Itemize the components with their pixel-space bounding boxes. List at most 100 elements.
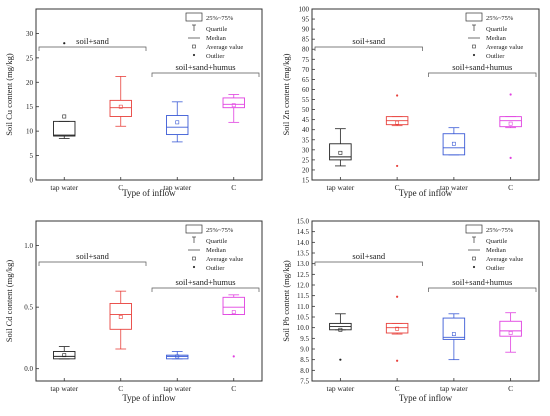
legend-outlier-label: Outlier xyxy=(206,265,225,272)
legend-box-swatch xyxy=(465,224,483,234)
x-tick-label: C xyxy=(508,384,513,393)
legend-quartile-label: Quartile xyxy=(206,26,227,33)
y-tick-label: 25 xyxy=(26,54,34,62)
legend-average-label: Average value xyxy=(486,44,523,51)
y-tick-label: 12.5 xyxy=(297,271,310,279)
cd-chart: 0.0 0.5 1.0 Soil Cd content (mg/kg) tap wate… xyxy=(4,220,263,403)
box-iqr xyxy=(499,320,522,337)
outlier-point xyxy=(396,359,399,362)
zn-chart: 15 20 25 30 35 40 45 50 55 60 65 70 75 80 85 90 95 100 Soi… xyxy=(281,6,540,198)
mean-marker xyxy=(175,120,180,125)
box-iqr xyxy=(166,354,189,360)
x-tick-label: C xyxy=(118,384,123,393)
y-tick-label: 0 xyxy=(30,177,34,185)
legend-median-label: Median xyxy=(486,35,507,42)
y-tick-label: 20 xyxy=(26,79,34,87)
mean-marker xyxy=(338,150,343,155)
box-iqr xyxy=(166,115,189,136)
group-label: soil+sand xyxy=(352,251,385,261)
y-tick-label: 35 xyxy=(302,136,310,144)
group-label: soil+sand+humus xyxy=(452,62,512,72)
group-bracket xyxy=(38,261,147,266)
y-tick-label: 25 xyxy=(302,156,310,164)
x-tick-label: C xyxy=(395,183,400,192)
legend-box-label: 25%~75% xyxy=(206,227,234,234)
outlier-point xyxy=(509,93,512,96)
plot-frame xyxy=(35,220,263,382)
mean-marker xyxy=(231,310,236,314)
x-axis-label: Type of inflow xyxy=(122,188,176,198)
cu-chart: 0 5 10 15 20 25 30 Soil Cu content (mg/kg) tap w… xyxy=(4,8,263,198)
y-tick-label: 7.5 xyxy=(300,378,309,386)
y-tick-label: 90 xyxy=(302,26,310,34)
y-tick-label: 12.0 xyxy=(297,282,310,290)
group-bracket xyxy=(314,261,423,266)
legend-box-swatch xyxy=(465,12,483,22)
y-tick-label: 70 xyxy=(302,66,310,74)
group-label: soil+sand+humus xyxy=(175,277,235,287)
box-iqr xyxy=(53,351,76,360)
x-axis-label: Type of inflow xyxy=(399,393,453,403)
legend-outlier-swatch xyxy=(192,265,196,269)
x-tick-label: C xyxy=(231,183,236,192)
legend-box-label: 25%~75% xyxy=(206,15,234,22)
mean-marker xyxy=(231,103,236,108)
plot-frame xyxy=(35,8,263,181)
y-tick-label: 15.0 xyxy=(297,218,310,226)
y-tick-label: 15 xyxy=(26,103,34,111)
legend-outlier-label: Outlier xyxy=(486,265,505,272)
group-label: soil+sand xyxy=(76,251,109,261)
y-tick-label: 95 xyxy=(302,16,310,24)
legend-quartile-label: Quartile xyxy=(486,238,507,245)
box-iqr xyxy=(109,303,132,330)
chart-legend: 25%~75% Quartile Median Average value Outlie… xyxy=(185,12,243,60)
mean-marker xyxy=(451,332,456,336)
box-iqr xyxy=(222,97,245,109)
y-tick-label: 20 xyxy=(302,166,310,174)
y-axis-label: Soil Pb content (mg/kg) xyxy=(281,260,291,342)
mean-marker xyxy=(175,354,180,359)
group-bracket xyxy=(151,287,260,292)
box-iqr xyxy=(109,99,132,117)
y-tick-label: 8.5 xyxy=(300,356,309,364)
legend-outlier-swatch xyxy=(472,53,476,57)
mean-marker xyxy=(451,141,456,146)
mean-marker xyxy=(395,120,400,125)
y-tick-label: 14.0 xyxy=(297,239,310,247)
y-tick-label: 100 xyxy=(299,6,310,14)
legend-median-label: Median xyxy=(206,247,227,254)
group-bracket xyxy=(151,72,260,77)
y-tick-label: 10 xyxy=(26,128,34,136)
plot-frame xyxy=(311,8,540,181)
outlier-point xyxy=(509,156,512,159)
y-tick-label: 9.0 xyxy=(300,346,309,354)
legend-outlier-swatch xyxy=(472,265,476,269)
box-iqr xyxy=(442,317,466,340)
mean-marker xyxy=(508,331,513,335)
x-tick-label: tap water xyxy=(50,183,78,192)
mean-marker xyxy=(395,326,400,331)
legend-average-swatch xyxy=(192,256,196,261)
x-tick-label: tap water xyxy=(163,384,191,393)
y-tick-label: 1.0 xyxy=(24,242,33,250)
x-axis-label: Type of inflow xyxy=(399,188,453,198)
outlier-point xyxy=(396,94,399,97)
y-tick-label: 13.5 xyxy=(297,250,310,258)
x-tick-label: tap water xyxy=(327,183,355,192)
group-label: soil+sand xyxy=(76,36,109,46)
y-tick-label: 30 xyxy=(302,146,310,154)
legend-quartile-label: Quartile xyxy=(486,26,507,33)
y-tick-label: 65 xyxy=(302,76,310,84)
legend-median-label: Median xyxy=(206,35,227,42)
y-tick-label: 5 xyxy=(30,152,34,160)
plot-frame xyxy=(311,220,540,382)
group-bracket xyxy=(314,46,423,51)
group-label: soil+sand xyxy=(352,36,385,46)
y-tick-label: 55 xyxy=(302,96,310,104)
y-tick-label: 13.0 xyxy=(297,260,310,268)
y-tick-label: 45 xyxy=(302,116,310,124)
box-iqr xyxy=(222,296,245,315)
y-tick-label: 30 xyxy=(26,30,34,38)
chart-legend: 25%~75% Quartile Median Average value Outlie… xyxy=(465,224,523,272)
